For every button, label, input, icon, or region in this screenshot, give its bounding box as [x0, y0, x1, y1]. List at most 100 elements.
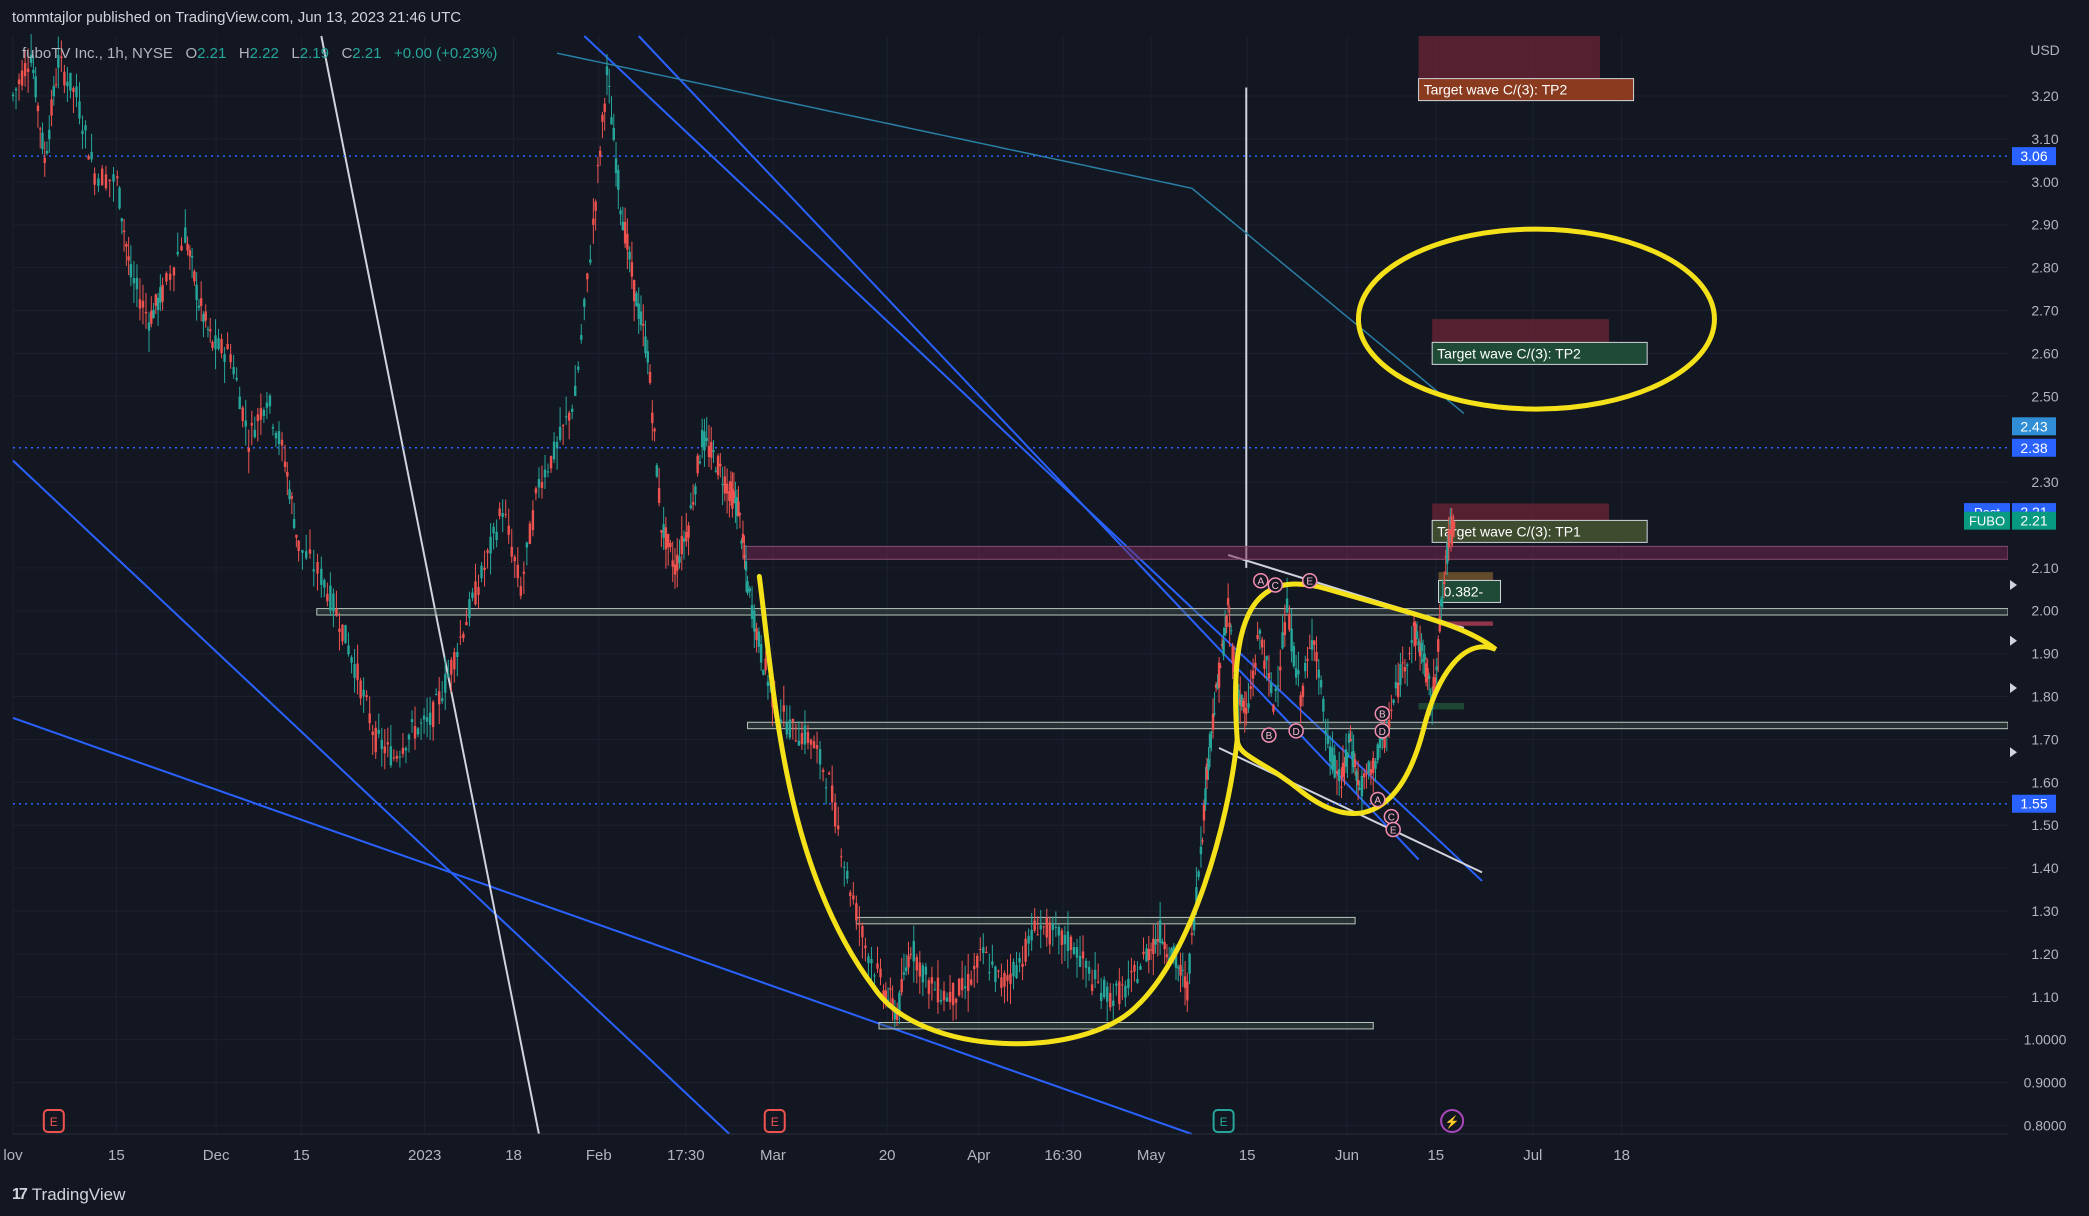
target-label-tp2: Target wave C/(3): TP2: [1437, 345, 1581, 361]
candle-body: [540, 482, 544, 489]
candle-body: [1231, 646, 1234, 663]
candle-body: [516, 564, 519, 579]
candle-body: [1170, 948, 1173, 960]
y-tick-label: 2.30: [2031, 474, 2058, 490]
candle-body: [957, 978, 961, 996]
candle-body: [1216, 683, 1219, 689]
wave-label-circle: [1374, 705, 1391, 722]
wave-label-circle: [1253, 572, 1269, 589]
candle-body: [1024, 938, 1027, 962]
candle-body: [428, 712, 432, 725]
wave-label: D: [1293, 727, 1300, 738]
candle-body: [933, 989, 937, 991]
candle-body: [954, 998, 958, 1003]
earnings-icon[interactable]: [1212, 1109, 1235, 1133]
symbol-name[interactable]: fuboTV Inc., 1h, NYSE: [22, 45, 173, 62]
candle-body: [785, 722, 789, 735]
candle-body: [75, 86, 78, 98]
candle-body: [1396, 682, 1400, 698]
candle-body: [1242, 700, 1245, 708]
candle-body: [657, 488, 661, 503]
candle-body: [583, 299, 586, 307]
candle-body: [738, 513, 742, 515]
candle-body: [329, 585, 332, 611]
candle-body: [574, 385, 577, 396]
candle-body: [444, 674, 447, 693]
candle-body: [531, 510, 535, 531]
footer-bar: [0, 1180, 2089, 1216]
candle-body: [1186, 981, 1189, 1001]
candle-body: [605, 66, 609, 76]
candle-body: [125, 244, 128, 247]
candle-body: [791, 718, 795, 722]
candle-body: [1003, 973, 1006, 987]
candle-body: [1121, 984, 1124, 986]
candle-body: [32, 69, 35, 74]
candle-body: [1220, 643, 1224, 646]
trendline-white: [320, 35, 540, 1135]
open-value: 2.21: [197, 45, 227, 62]
candle-body: [855, 903, 858, 921]
candle-body: [1066, 931, 1070, 952]
candle-body: [1081, 951, 1085, 959]
candle-body: [1360, 775, 1364, 797]
candle-body: [1279, 666, 1282, 671]
candle-body: [23, 63, 27, 77]
candle-body: [960, 977, 964, 991]
candle-body: [380, 739, 383, 750]
price-chart[interactable]: Target wave C/(3): TP2 Target wave C/(3):…: [0, 0, 2089, 1180]
lightning-icon[interactable]: [1440, 1109, 1465, 1133]
candle-body: [867, 956, 870, 964]
candle-body: [1087, 967, 1091, 974]
candle-body: [1036, 934, 1039, 936]
candle-body: [740, 540, 743, 544]
price-axis[interactable]: [2008, 36, 2089, 1180]
candle-body: [1281, 632, 1284, 649]
candle-body: [608, 86, 611, 88]
wave-label-circle: [1302, 572, 1318, 589]
earnings-icon[interactable]: [763, 1109, 786, 1133]
candle-body: [1207, 758, 1210, 770]
candle-body: [703, 431, 706, 451]
y-tick-label: 2.90: [2031, 217, 2058, 233]
candle-body: [100, 168, 104, 186]
chart-area[interactable]: [13, 36, 2008, 1134]
y-tick-label: 2.00: [2031, 603, 2058, 619]
target-circle: [1355, 226, 1717, 412]
candle-body: [398, 756, 402, 758]
candle-body: [1401, 662, 1404, 664]
candle-body: [468, 599, 471, 618]
candle-body: [14, 88, 18, 91]
tradingview-logo[interactable]: 17 TradingView: [12, 1185, 125, 1205]
candle-body: [676, 554, 679, 571]
candle-body: [632, 280, 636, 302]
candle-body: [719, 463, 722, 467]
candle-body: [1352, 751, 1355, 768]
candle-body: [504, 514, 507, 516]
candle-body: [11, 94, 15, 97]
candle-body: [486, 550, 489, 553]
candle-body: [1317, 669, 1321, 678]
candle-body: [1449, 529, 1453, 536]
candle-body: [714, 470, 717, 472]
candle-body: [241, 407, 244, 421]
wave-label-circle: [1374, 723, 1391, 739]
price-tag-label: 2.21: [2020, 513, 2047, 529]
candle-body: [112, 174, 115, 182]
candle-body: [1308, 647, 1311, 649]
candle-body: [141, 300, 145, 308]
candle-body: [288, 489, 291, 500]
channel-bottom: [1218, 747, 1483, 874]
candle-body: [447, 674, 450, 676]
earnings-icon[interactable]: [42, 1109, 65, 1133]
candle-body: [737, 501, 740, 517]
candle-body: [648, 371, 652, 383]
symbol-legend[interactable]: fuboTV Inc., 1h, NYSE O2.21 H2.22 L2.19 …: [22, 45, 497, 62]
resistance-rect: [742, 545, 2009, 560]
candle-body: [1219, 666, 1222, 668]
candle-body: [97, 178, 100, 186]
candle-body: [1084, 960, 1088, 968]
candle-body: [54, 84, 58, 86]
candle-body: [401, 747, 405, 754]
candle-body: [223, 354, 226, 363]
